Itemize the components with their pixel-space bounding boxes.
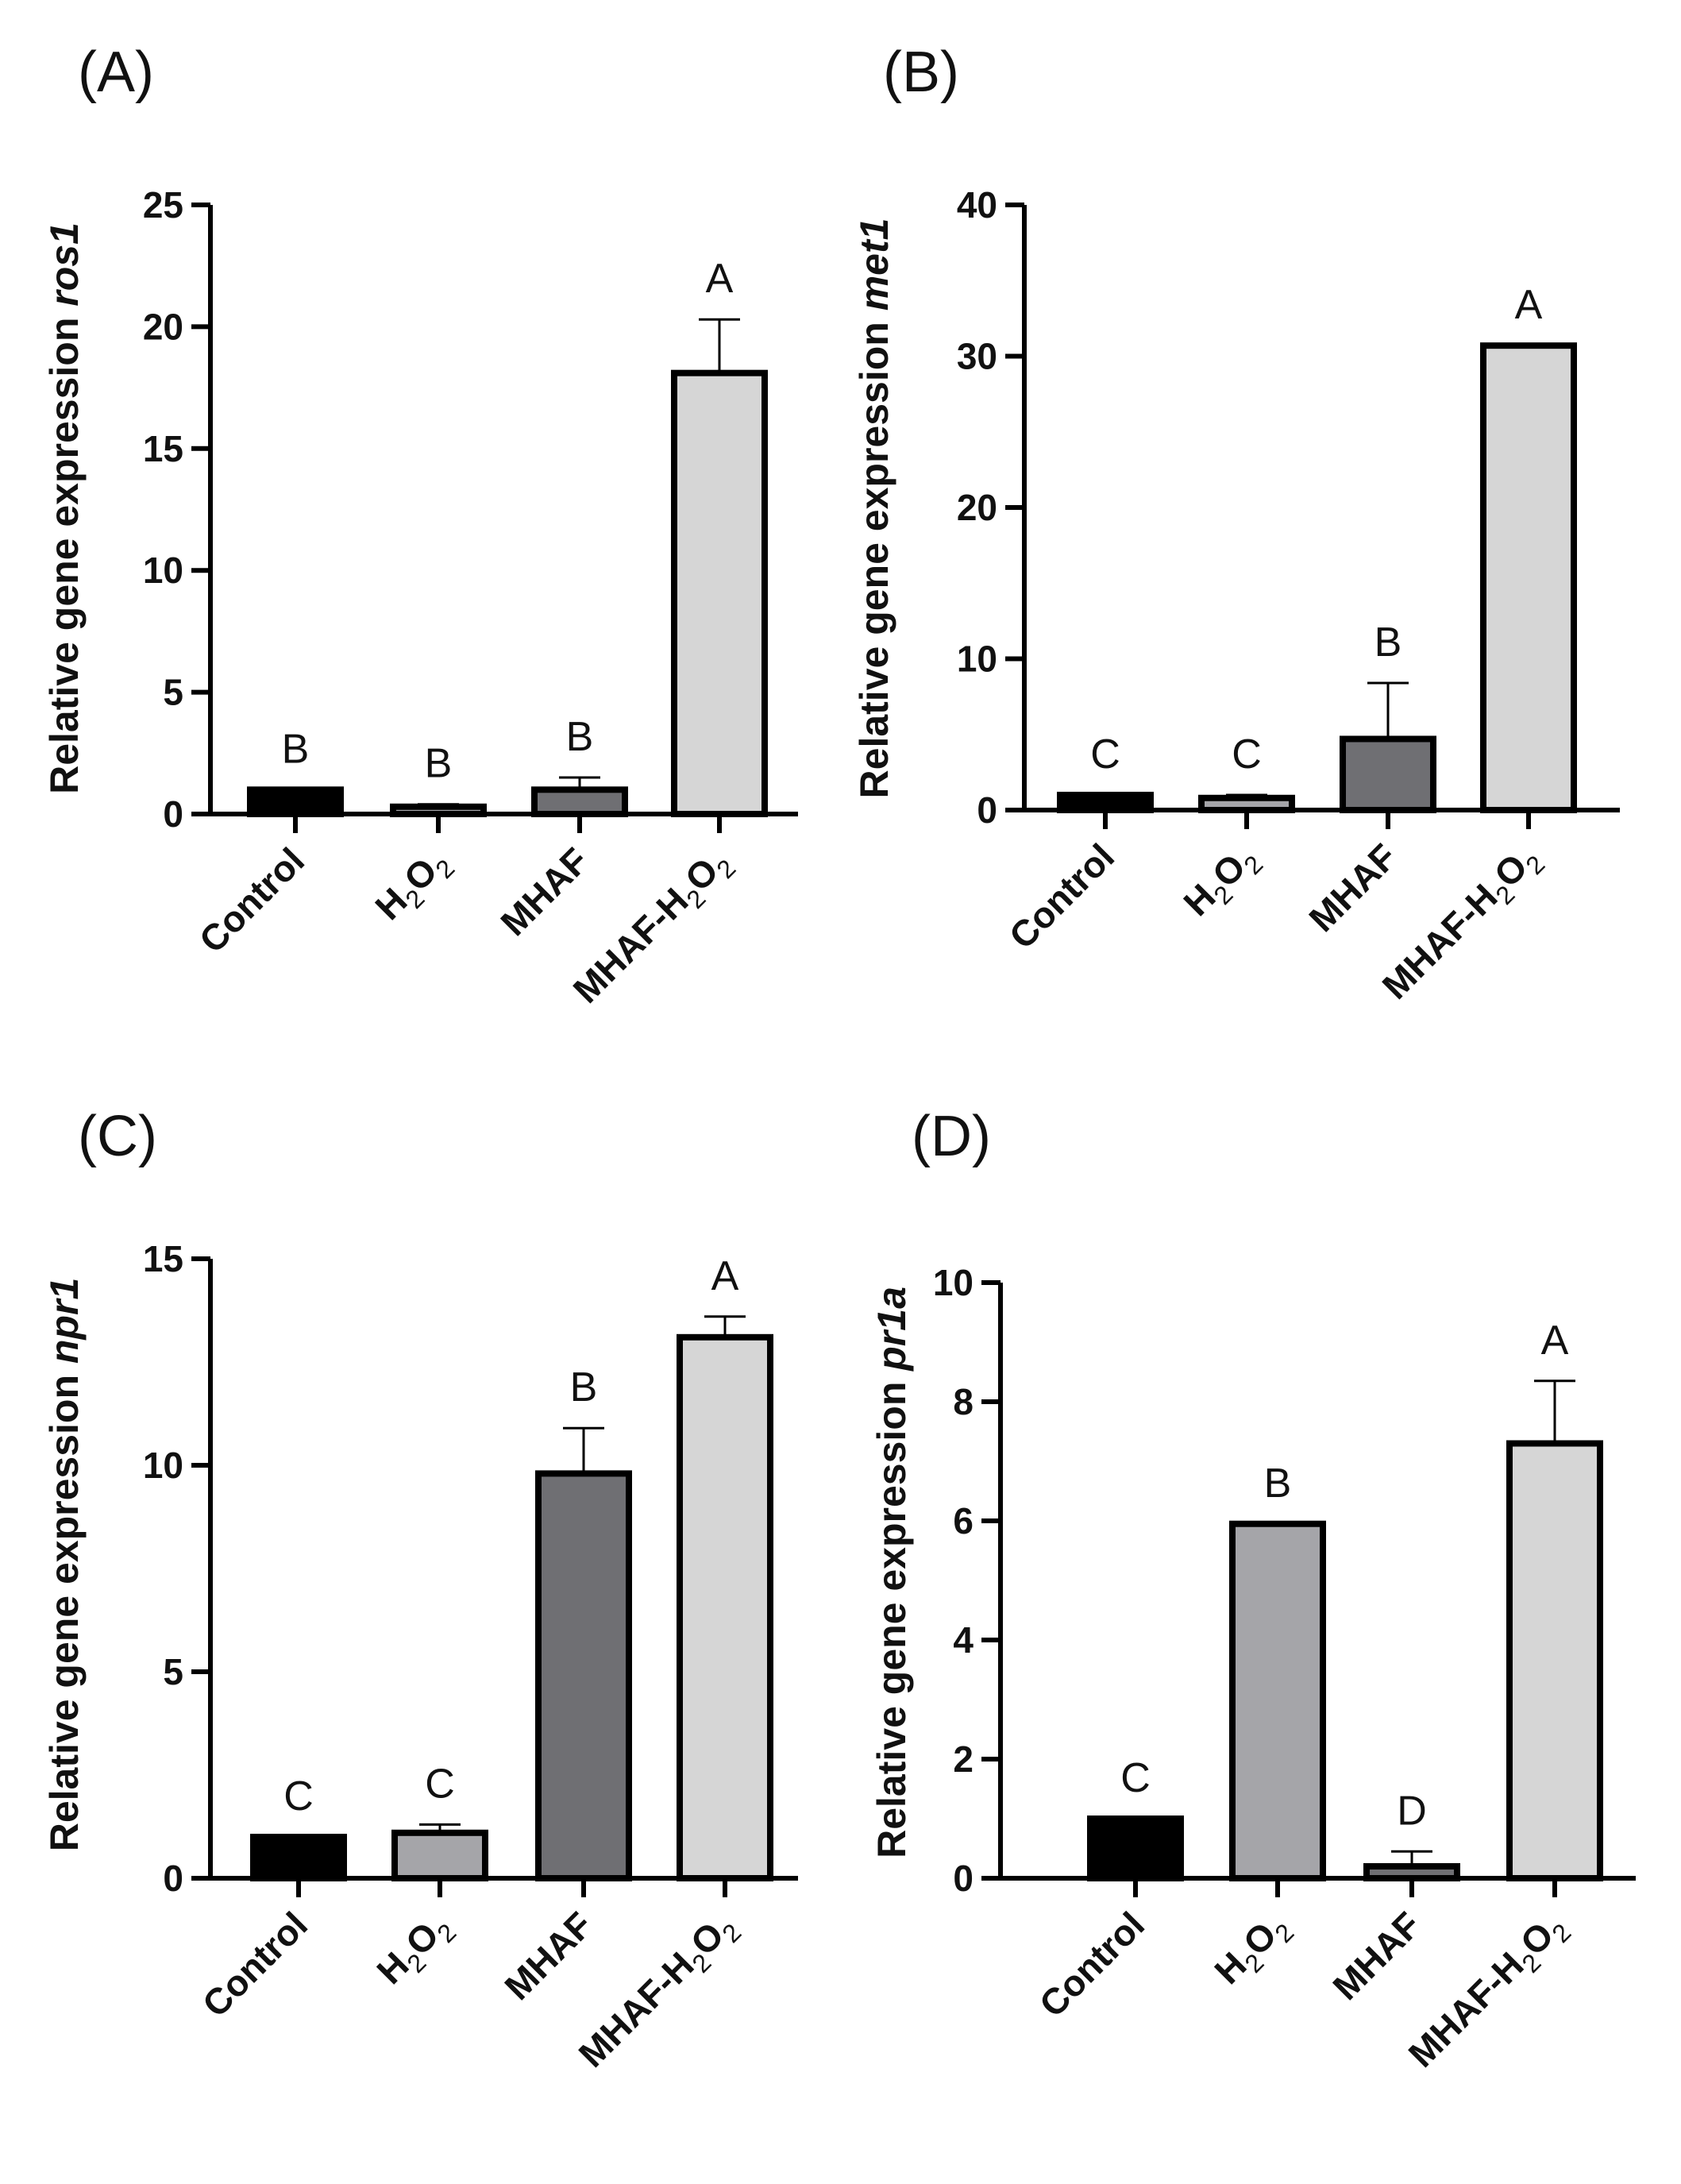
chart-panel-3: (D) Relative gene expression pr1a 0 2 4 6 8 10 C… [869,1105,1636,2080]
y-axis-label: Relative gene expression pr1a [869,1287,914,1858]
y-tick-label: 10 [143,550,183,591]
category-label-2: MHAF [1301,835,1405,940]
y-axis-label: Relative gene expression met1 [852,218,896,799]
category-label-0: Control [195,1904,315,2024]
category-label-0: Control [191,839,312,960]
bar-0 [1057,791,1154,814]
bar-2 [1340,735,1436,814]
y-axis-label-gene: met1 [852,218,896,311]
panel-label: (C) [78,1105,157,1168]
bar-3 [677,1333,773,1882]
y-tick-label: 20 [957,487,997,528]
significance-letter-0: C [1090,731,1120,778]
significance-letter-3: A [711,1253,739,1299]
y-tick-label: 15 [143,428,183,469]
significance-letter-3: A [706,256,734,302]
panel-label: (B) [883,41,959,104]
y-tick-label: 25 [143,184,183,226]
y-tick-label: 0 [953,1858,974,1899]
significance-letter-1: B [425,741,453,787]
significance-letter-1: C [1232,731,1262,778]
category-label-2: MHAF [1324,1904,1428,2008]
significance-letter-2: B [570,1364,598,1410]
bar-1 [1229,1520,1326,1881]
y-axis-label: Relative gene expression npr1 [42,1278,87,1852]
significance-letter-1: C [425,1761,455,1807]
y-tick-label: 15 [143,1238,183,1279]
category-label-1: H2O2 [368,1904,461,1997]
y-tick-label: 0 [163,1858,183,1899]
y-tick-label: 2 [953,1738,974,1780]
y-tick-label: 4 [953,1619,974,1661]
y-tick-label: 30 [957,336,997,377]
y-axis-label-prefix: Relative gene expression [869,1371,914,1858]
significance-letter-0: B [282,726,310,772]
bar-1 [1198,794,1295,814]
bar-2 [531,786,628,818]
bar-3 [1480,342,1577,814]
y-axis-label-gene: ros1 [42,222,87,307]
significance-letter-2: D [1397,1788,1427,1834]
y-tick-label: 6 [953,1500,974,1542]
significance-letter-2: B [566,714,594,760]
chart-panel-0: (A) Relative gene expression ros1 0 5 10 15 20… [42,41,798,1011]
y-axis-label-prefix: Relative gene expression [42,307,87,794]
category-label-1: H2O2 [1206,1904,1299,1997]
significance-letter-0: C [283,1773,314,1819]
y-tick-label: 0 [163,793,183,835]
y-tick-label: 10 [957,639,997,680]
category-label-0: Control [1031,1904,1152,2024]
y-tick-label: 40 [957,184,997,226]
category-label-1: H2O2 [1175,835,1268,928]
y-tick-label: 5 [163,1651,183,1692]
significance-letter-2: B [1374,619,1402,666]
category-label-1: H2O2 [367,839,460,932]
category-label-3: MHAF-H2O2 [1401,1904,1577,2080]
significance-letter-3: A [1515,282,1543,328]
y-axis-label-gene: pr1a [869,1287,914,1372]
y-tick-label: 8 [953,1381,974,1422]
panel-label: (D) [912,1105,991,1168]
significance-letter-3: A [1541,1318,1569,1364]
y-axis-label-gene: npr1 [42,1278,87,1364]
chart-panel-1: (B) Relative gene expression met1 0 10 20 30 4… [852,41,1620,1007]
y-axis-label-prefix: Relative gene expression [42,1364,87,1851]
bar-0 [1087,1815,1184,1881]
chart-panel-2: (C) Relative gene expression npr1 0 5 10 15 C C… [42,1105,798,2075]
bar-2 [1363,1863,1460,1881]
category-label-2: MHAF [492,839,596,943]
bar-0 [247,786,344,818]
bar-3 [1506,1440,1603,1881]
panel-label: (A) [78,41,154,104]
y-tick-label: 10 [933,1262,974,1303]
significance-letter-1: B [1264,1461,1292,1507]
y-axis-label: Relative gene expression ros1 [42,222,87,794]
bar-3 [671,369,768,817]
y-tick-label: 5 [163,672,183,713]
y-axis-label-prefix: Relative gene expression [852,311,896,798]
category-label-2: MHAF [496,1904,600,2008]
y-tick-label: 0 [977,789,997,831]
bar-1 [390,803,487,818]
bar-1 [391,1829,488,1882]
bar-2 [535,1470,632,1882]
significance-letter-0: C [1120,1755,1151,1801]
y-tick-label: 20 [143,306,183,347]
category-label-0: Control [1001,835,1122,956]
y-tick-label: 10 [143,1445,183,1486]
bar-0 [250,1834,347,1881]
